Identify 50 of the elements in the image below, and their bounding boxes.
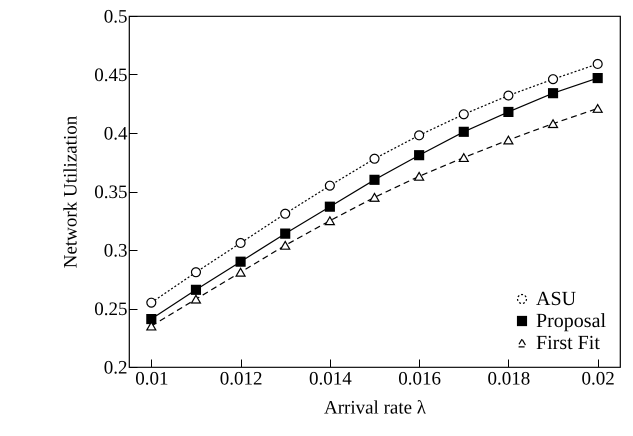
x-tick-label: 0.014 bbox=[308, 368, 352, 390]
point bbox=[190, 284, 202, 295]
point bbox=[369, 192, 380, 202]
point bbox=[548, 74, 558, 84]
point bbox=[280, 228, 290, 239]
point bbox=[458, 153, 469, 162]
x-tick-label: 0.018 bbox=[488, 368, 530, 390]
point bbox=[236, 268, 246, 277]
point bbox=[324, 202, 335, 212]
y-tick-label: 0.2 bbox=[104, 358, 128, 378]
y-tick-label: 0.45 bbox=[94, 65, 128, 86]
point bbox=[369, 174, 380, 185]
point bbox=[146, 314, 156, 324]
y-tick-label: 0.5 bbox=[104, 6, 128, 28]
x-tick-label: 0.012 bbox=[220, 368, 262, 390]
point bbox=[414, 150, 424, 160]
point bbox=[592, 72, 603, 84]
x-tick-label: 0.016 bbox=[398, 368, 442, 390]
point bbox=[280, 208, 290, 219]
legend-label: First Fit bbox=[536, 332, 600, 354]
point bbox=[190, 267, 202, 278]
point bbox=[414, 172, 424, 181]
point bbox=[369, 154, 380, 164]
y-tick-label: 0.35 bbox=[94, 182, 128, 203]
point bbox=[592, 58, 603, 70]
point bbox=[458, 126, 469, 137]
point bbox=[146, 298, 156, 308]
y-tick-label: 0.3 bbox=[104, 240, 128, 262]
point bbox=[503, 136, 514, 144]
y-tick-label: 0.4 bbox=[104, 124, 128, 144]
point bbox=[548, 119, 558, 128]
point bbox=[458, 109, 469, 120]
y-axis-title: Network Utilization bbox=[60, 115, 82, 268]
x-axis-title: Arrival rate λ bbox=[324, 398, 427, 418]
legend-label: Proposal bbox=[536, 310, 606, 332]
point bbox=[324, 180, 335, 191]
point bbox=[190, 294, 202, 304]
point bbox=[236, 238, 246, 248]
point bbox=[548, 88, 558, 98]
point bbox=[592, 104, 603, 113]
x-tick-label: 0.02 bbox=[582, 368, 615, 390]
point bbox=[503, 106, 514, 118]
point bbox=[503, 90, 514, 101]
point bbox=[280, 240, 290, 250]
y-tick-label: 0.25 bbox=[94, 299, 128, 320]
point bbox=[324, 216, 335, 226]
x-tick-label: 0.01 bbox=[135, 368, 168, 390]
legend-label: ASU bbox=[536, 288, 577, 310]
point bbox=[236, 256, 246, 267]
point bbox=[414, 130, 424, 140]
